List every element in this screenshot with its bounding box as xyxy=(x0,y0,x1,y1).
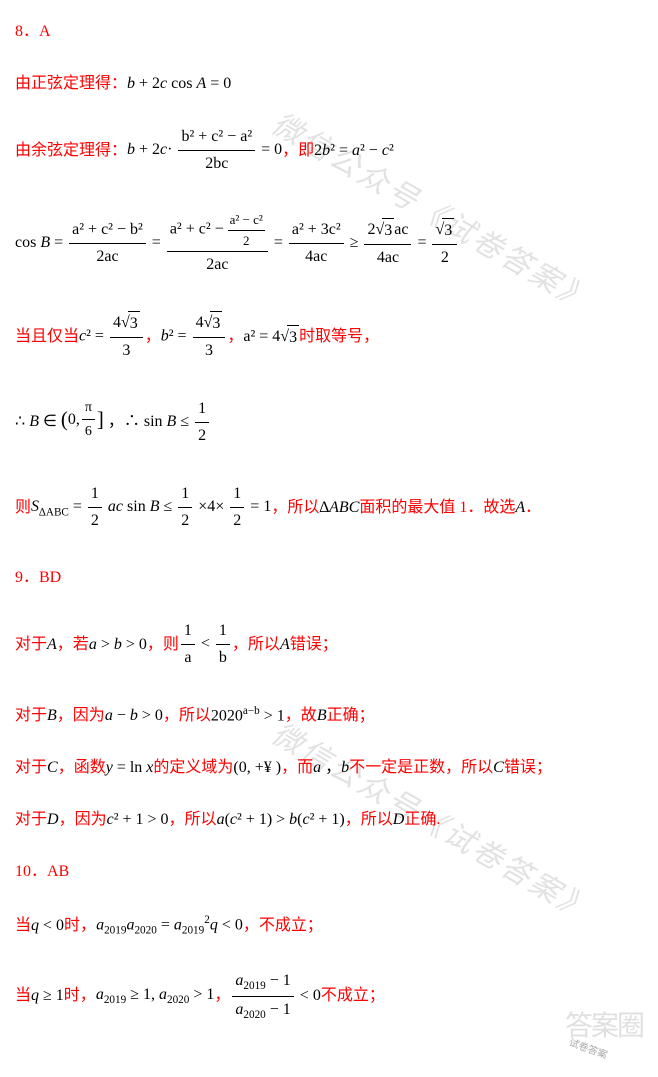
q9-C: 对于 C ，函数 y = ln x 的定义域为 (0, +¥ ) ，而 a ，b… xyxy=(15,756,643,780)
q8-l6-dot: ． xyxy=(525,496,541,520)
q8-l4-a2: a² = 43 xyxy=(243,325,299,350)
q8-line6: 则 S∆ABC = 1 2 ac sin B ≤ 1 2 ×4× 1 2 = 1… xyxy=(15,481,643,534)
q8-l4a: 当且仅当 xyxy=(15,325,79,349)
q8-number: 8．A xyxy=(15,20,643,44)
q8-cosB: cos B = a² + c² − b² 2ac = a² + c² − a² … xyxy=(15,209,643,278)
q10-L1: 当 q < 0 时， a2019a2020 = a20192q < 0 ，不成立… xyxy=(15,912,643,939)
q8-l2-mid: ，即 xyxy=(282,139,314,163)
q9-D: 对于 D ，因为 c² + 1 > 0 ，所以 a(c² + 1) > b(c²… xyxy=(15,808,643,832)
q10-number: 10．AB xyxy=(15,860,643,884)
q9-num: 9．BD xyxy=(15,566,61,590)
q8-num-text: 8．A xyxy=(15,20,51,44)
q8-l1-math: b + 2c cos A = 0 xyxy=(127,72,231,96)
q8-l5: ∴ B ∈ ( 0, π 6 ] ，∴ sin B ≤ 1 2 xyxy=(15,396,211,449)
q8-l4b: 时取等号， xyxy=(299,325,379,349)
q8-line4: 当且仅当 c² = 43 3 ， b² = 43 3 ， a² = 43 时取等… xyxy=(15,310,643,364)
q8-l4-c2: c² = 43 3 xyxy=(79,310,145,364)
q8-line5: ∴ B ∈ ( 0, π 6 ] ，∴ sin B ≤ 1 2 xyxy=(15,396,643,449)
q8-l6-tri: ∆ABC xyxy=(319,496,359,520)
q9-number: 9．BD xyxy=(15,566,643,590)
q8-l6-A: A xyxy=(515,496,525,520)
q8-l1-label: 由正弦定理得： xyxy=(15,72,127,96)
cosB-chain: cos B = a² + c² − b² 2ac = a² + c² − a² … xyxy=(15,209,459,278)
q9-B: 对于 B ，因为 a − b > 0 ，所以 2020a−b > 1 ，故 B … xyxy=(15,703,643,728)
q8-line2: 由余弦定理得： b + 2c· b² + c² − a² 2bc = 0 ，即 … xyxy=(15,124,643,177)
q8-l2-math-a: b + 2c· b² + c² − a² 2bc = 0 xyxy=(127,124,282,177)
q8-l6a: 则 xyxy=(15,496,31,520)
q8-l6-S: S∆ABC = 1 2 ac sin B ≤ 1 2 ×4× 1 2 = 1 xyxy=(31,481,271,534)
q9-A: 对于 A ，若 a > b > 0 ，则 1 a < 1 b ，所以 A 错误； xyxy=(15,618,643,671)
q8-l4-b2: b² = 43 3 xyxy=(161,310,228,364)
q8-line1: 由正弦定理得： b + 2c cos A = 0 xyxy=(15,72,643,96)
q8-l6b: ，所以 xyxy=(271,496,319,520)
document-content: 8．A 由正弦定理得： b + 2c cos A = 0 由余弦定理得： b +… xyxy=(15,20,643,1025)
q10-L2: 当 q ≥ 1 时， a2019 ≥ 1, a2020 > 1 ， a2019 … xyxy=(15,968,643,1025)
q8-l6c: 面积的最大值 1．故选 xyxy=(359,496,515,520)
q8-l2-label: 由余弦定理得： xyxy=(15,139,127,163)
q10-num: 10．AB xyxy=(15,860,69,884)
q8-l2-math-b: 2b² = a² − c² xyxy=(314,139,394,163)
